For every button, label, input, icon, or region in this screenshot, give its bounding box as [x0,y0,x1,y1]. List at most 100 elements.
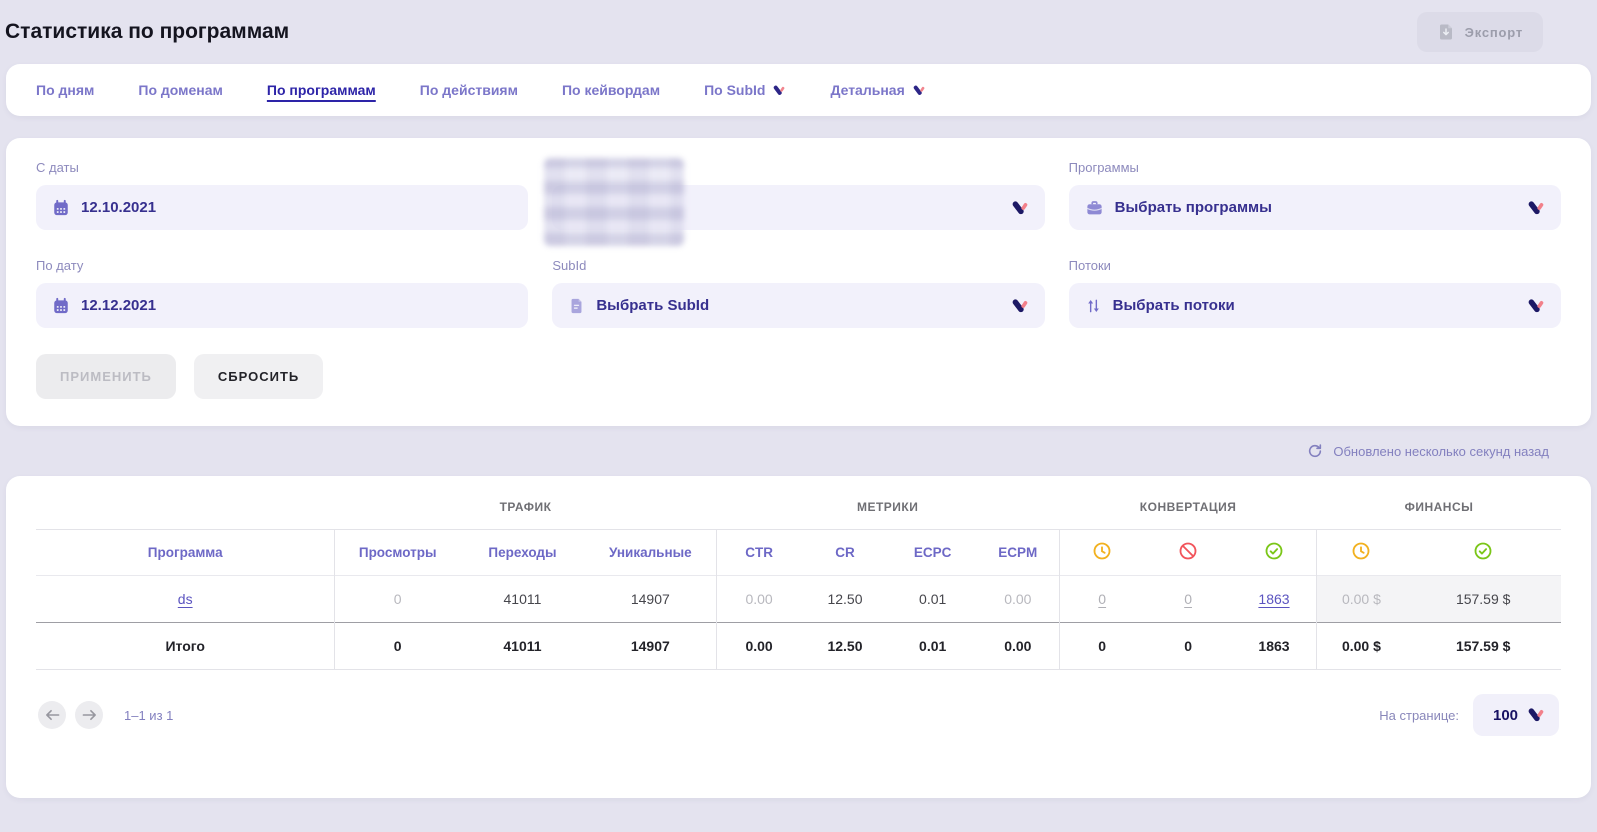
total-ecpm: 0.00 [976,622,1060,670]
tab-label: По дням [36,82,95,98]
chevron-down-icon [1528,200,1545,215]
cell-cr: 12.50 [801,575,889,623]
subid-value: Выбрать SubId [596,297,710,314]
calendar-icon [52,297,70,315]
export-button[interactable]: Экспорт [1416,12,1543,52]
col-clicks[interactable]: Переходы [459,529,585,576]
col-ecpc[interactable]: ECPC [888,529,977,576]
next-page-button[interactable] [75,701,103,729]
to-date-label: По дату [36,258,84,273]
filters-panel: С даты 12.10.2021 Программы [6,138,1591,426]
total-clicks: 41011 [459,622,585,670]
programs-label: Программы [1068,160,1139,175]
tab-by-actions[interactable]: По действиям [420,82,518,98]
apply-button[interactable]: ПРИМЕНИТЬ [36,354,176,399]
filter-to-date: По дату 12.12.2021 [36,258,529,328]
programs-select[interactable]: Выбрать программы [1068,185,1561,230]
col-program[interactable]: Программа [36,529,335,576]
total-finance-pending: 0.00 $ [1316,622,1406,670]
cell-uniques: 14907 [585,575,717,623]
streams-select[interactable]: Выбрать потоки [1068,283,1561,328]
filter-streams: Потоки Выбрать потоки [1068,258,1561,328]
tab-by-subid[interactable]: По SubId [704,82,786,98]
tab-by-domains[interactable]: По доменам [138,82,223,98]
to-date-value: 12.12.2021 [81,297,157,314]
arrow-left-icon [45,709,60,721]
streams-label: Потоки [1068,258,1111,273]
streams-value: Выбрать потоки [1112,297,1235,314]
total-conversion-approved: 1863 [1231,622,1317,670]
total-uniques: 14907 [585,622,717,670]
filter-subid: SubId Выбрать SubId [552,258,1045,328]
refresh-icon[interactable] [1307,443,1323,459]
table-header-row: Программа Просмотры Переходы Уникальные … [36,529,1561,576]
group-traffic: ТРАФИК [499,500,552,514]
col-ctr[interactable]: CTR [715,529,802,576]
programs-value: Выбрать программы [1114,199,1272,216]
col-conversion-approved[interactable] [1231,529,1317,576]
col-ecpm[interactable]: ECPM [976,529,1060,576]
chevron-down-icon [913,85,926,96]
export-icon [1437,23,1455,41]
pending-clock-icon [1351,541,1371,561]
stats-table: ТРАФИК МЕТРИКИ КОНВЕРТАЦИЯ ФИНАНСЫ Прогр… [36,482,1561,670]
tab-by-days[interactable]: По дням [36,82,94,98]
tab-detailed[interactable]: Детальная [830,82,925,98]
tab-label: По кейвордам [561,82,661,98]
conversion-rejected-link[interactable]: 0 [1184,591,1192,607]
from-date-input[interactable]: 12.10.2021 [36,185,529,230]
cell-finance-approved: 157.59 $ [1405,575,1561,623]
file-icon [568,297,585,315]
tab-label: По действиям [419,82,518,98]
approved-check-icon [1473,541,1493,561]
table-group-header-row: ТРАФИК МЕТРИКИ КОНВЕРТАЦИЯ ФИНАНСЫ [36,482,1561,530]
col-views[interactable]: Просмотры [334,529,460,576]
tab-label: По SubId [704,82,766,98]
tab-label: По доменам [138,82,223,98]
col-uniques[interactable]: Уникальные [585,529,717,576]
conversion-pending-link[interactable]: 0 [1098,591,1107,607]
filter-programs: Программы Выбрать программы [1068,160,1561,230]
total-conversion-pending: 0 [1058,622,1145,670]
col-conversion-pending[interactable] [1058,529,1145,576]
redacted-blur-region [544,158,685,246]
approved-check-icon [1264,541,1284,561]
calendar-icon [52,199,70,217]
cell-views: 0 [334,575,460,623]
chevron-down-icon [773,85,786,96]
pagination: 1–1 из 1 На странице: 100 [36,694,1561,736]
prev-page-button[interactable] [38,701,66,729]
cell-finance-pending: 0.00 $ [1316,575,1406,623]
per-page-select[interactable]: 100 [1473,694,1559,736]
conversion-approved-link[interactable]: 1863 [1258,591,1290,607]
subid-select[interactable]: Выбрать SubId [552,283,1045,328]
cell-ctr: 0.00 [715,575,802,623]
tab-bar: По дням По доменам По программам По дейс… [6,64,1591,116]
group-conversion: КОНВЕРТАЦИЯ [1139,500,1237,514]
col-finance-approved[interactable] [1405,529,1561,576]
col-conversion-rejected[interactable] [1144,529,1232,576]
tab-by-keywords[interactable]: По кейвордам [562,82,660,98]
from-date-label: С даты [36,160,79,175]
program-link[interactable]: ds [177,591,193,607]
status-bar: Обновлено несколько секунд назад [0,426,1597,476]
total-conversion-rejected: 0 [1144,622,1232,670]
updated-text: Обновлено несколько секунд назад [1333,443,1549,459]
table-row: ds 0 41011 14907 0.00 12.50 0.01 0.00 0 … [36,575,1561,623]
chevron-down-icon [1012,298,1029,313]
cell-clicks: 41011 [459,575,585,623]
total-cr: 12.50 [801,622,889,670]
total-ecpc: 0.01 [888,622,977,670]
col-finance-pending[interactable] [1316,529,1406,576]
col-cr[interactable]: CR [801,529,889,576]
reset-button[interactable]: СБРОСИТЬ [193,354,324,399]
tab-label: По программам [266,82,376,98]
total-ctr: 0.00 [715,622,802,670]
page-header: Статистика по программам Экспорт [0,0,1597,64]
tab-by-programs[interactable]: По программам [267,82,376,98]
to-date-input[interactable]: 12.12.2021 [36,283,529,328]
group-finance: ФИНАНСЫ [1404,500,1474,514]
group-metrics: МЕТРИКИ [856,500,919,514]
tab-label: Детальная [830,82,905,98]
per-page-label: На странице: [1379,707,1459,723]
